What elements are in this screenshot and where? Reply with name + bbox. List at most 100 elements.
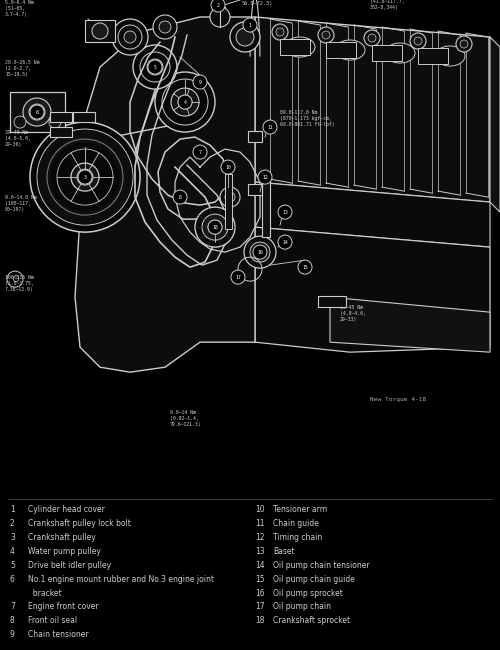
Text: 3: 3 (84, 175, 86, 179)
Text: ⊙: ⊙ (11, 274, 19, 284)
Text: 7: 7 (198, 150, 202, 155)
Text: 100—115 Nm
(1.0—1.75,
7.38—12.9): 100—115 Nm (1.0—1.75, 7.38—12.9) (5, 275, 34, 292)
Text: SST: SST (322, 300, 330, 305)
Text: 9.0—14 Nm
(0.92—1.4,
79.6—121.3): 9.0—14 Nm (0.92—1.4, 79.6—121.3) (170, 410, 202, 427)
Circle shape (147, 59, 163, 75)
Text: Crankshaft pulley: Crankshaft pulley (28, 533, 96, 542)
Text: Oil pump chain: Oil pump chain (273, 603, 331, 612)
Bar (50, 127, 72, 137)
Circle shape (225, 192, 235, 202)
Text: Tensioner arm: Tensioner arm (273, 505, 327, 514)
Text: Chain guide: Chain guide (273, 519, 319, 528)
Circle shape (30, 105, 44, 119)
Circle shape (278, 235, 292, 249)
Text: 7: 7 (10, 603, 15, 612)
Text: 4: 4 (10, 547, 15, 556)
Text: New Torque 4-18: New Torque 4-18 (370, 397, 426, 402)
Text: Baset: Baset (273, 547, 294, 556)
Polygon shape (255, 227, 490, 352)
Circle shape (208, 220, 222, 234)
Circle shape (278, 205, 292, 219)
Text: 15: 15 (255, 575, 264, 584)
Bar (73, 112, 95, 122)
Text: bracket: bracket (28, 588, 62, 597)
Text: 78.5—98.1 Nm
(7.6—10.0,
56.0—72.3): 78.5—98.1 Nm (7.6—10.0, 56.0—72.3) (242, 0, 280, 6)
Circle shape (210, 7, 230, 27)
Circle shape (250, 242, 270, 262)
Circle shape (208, 220, 222, 234)
Circle shape (193, 75, 207, 89)
Bar (372, 45, 402, 61)
Text: 89.0—117.0 Nm
(870—1,173 kgf-cm,
60.0—861.71 ft-lbf): 89.0—117.0 Nm (870—1,173 kgf-cm, 60.0—86… (280, 110, 334, 127)
Circle shape (364, 30, 380, 46)
Circle shape (49, 116, 61, 128)
Text: Chain tensioner: Chain tensioner (28, 630, 88, 639)
Polygon shape (255, 17, 490, 202)
Bar (418, 48, 448, 64)
Text: 39—45 Nm
(4.0—4.6,
29—33): 39—45 Nm (4.0—4.6, 29—33) (340, 305, 366, 322)
Circle shape (220, 187, 240, 207)
Bar (262, 177, 270, 237)
Circle shape (78, 170, 92, 184)
Text: 8: 8 (10, 616, 15, 625)
Circle shape (92, 23, 108, 39)
Bar (50, 112, 72, 122)
Text: 6: 6 (36, 110, 38, 114)
Text: 17: 17 (235, 275, 241, 280)
Text: 1: 1 (248, 23, 252, 27)
Text: SST: SST (76, 115, 84, 120)
Circle shape (171, 88, 199, 116)
Circle shape (236, 28, 254, 46)
Circle shape (456, 36, 472, 52)
Text: 17: 17 (255, 603, 264, 612)
Circle shape (460, 40, 468, 48)
Circle shape (221, 160, 235, 174)
Text: Crankshaft sprocket: Crankshaft sprocket (273, 616, 350, 625)
Text: Drive belt idler pulley: Drive belt idler pulley (28, 561, 111, 570)
Text: 20.0—26.5 Nm
(2.0—2.7,
15—19.5): 20.0—26.5 Nm (2.0—2.7, 15—19.5) (5, 60, 40, 77)
Text: 11: 11 (255, 519, 264, 528)
Circle shape (410, 33, 426, 49)
Text: 12: 12 (262, 175, 268, 179)
Circle shape (30, 122, 140, 232)
Text: 410—11,310 Nm
(41.8—117.7,
302—8,344): 410—11,310 Nm (41.8—117.7, 302—8,344) (370, 0, 408, 10)
Circle shape (193, 145, 207, 159)
Circle shape (255, 247, 265, 257)
Circle shape (29, 104, 45, 120)
Polygon shape (75, 17, 255, 372)
Bar (248, 131, 262, 142)
Text: Cylinder head cover: Cylinder head cover (28, 505, 105, 514)
Text: Front oil seal: Front oil seal (28, 616, 77, 625)
Circle shape (322, 31, 330, 39)
Ellipse shape (435, 46, 465, 66)
Text: 13: 13 (255, 547, 264, 556)
Bar (326, 42, 356, 58)
Text: 15: 15 (302, 265, 308, 270)
Circle shape (298, 260, 312, 274)
Circle shape (195, 207, 235, 247)
Text: Oil pump sprocket: Oil pump sprocket (273, 588, 343, 597)
Circle shape (211, 0, 225, 12)
Circle shape (47, 139, 123, 215)
Text: Crankshaft pulley lock bolt: Crankshaft pulley lock bolt (28, 519, 131, 528)
Bar (225, 174, 232, 229)
Circle shape (231, 270, 245, 284)
Circle shape (276, 28, 284, 36)
Circle shape (77, 169, 93, 185)
Bar (85, 20, 115, 42)
Circle shape (155, 72, 215, 132)
Text: SST: SST (54, 130, 62, 135)
Circle shape (173, 190, 187, 204)
Circle shape (414, 37, 422, 45)
Text: 4: 4 (184, 99, 186, 105)
Circle shape (263, 120, 277, 134)
Ellipse shape (285, 37, 315, 57)
Bar (318, 296, 346, 307)
Text: 1: 1 (10, 505, 15, 514)
Circle shape (368, 34, 376, 42)
Circle shape (318, 27, 334, 43)
Text: 9: 9 (10, 630, 15, 639)
Text: 9.0—14.0 Nm
(100—117,
80—107): 9.0—14.0 Nm (100—117, 80—107) (5, 195, 36, 212)
Circle shape (258, 170, 272, 184)
Text: 2: 2 (216, 3, 220, 8)
